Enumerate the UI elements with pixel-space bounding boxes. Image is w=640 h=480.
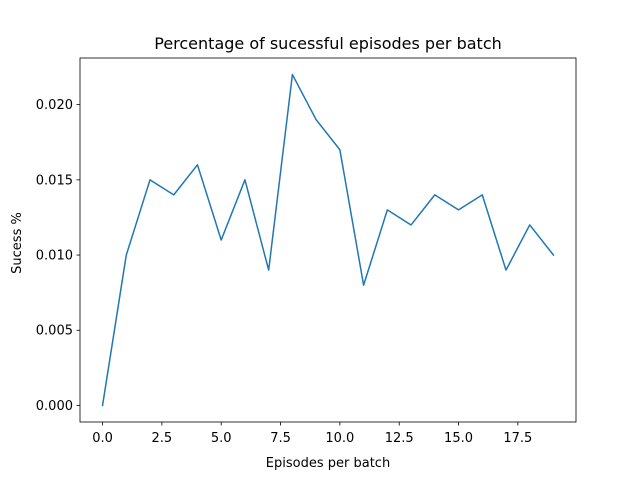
- y-tick-label: 0.015: [36, 173, 73, 188]
- x-tick-label: 5.0: [211, 431, 232, 446]
- y-tick-label: 0.005: [36, 324, 73, 339]
- series-line-0: [101, 73, 555, 407]
- y-axis-label: Sucess %: [10, 212, 25, 274]
- y-tick-label: 0.000: [36, 399, 73, 414]
- plot-area: 0.0 2.5 5.0 7.5 10.0 12.5 15.0 17.5 0.000 0.005 0.…: [36, 57, 577, 446]
- x-tick-label: 15.0: [444, 431, 473, 446]
- x-tick-label: 10.0: [325, 431, 354, 446]
- x-tick-label: 0.0: [92, 431, 113, 446]
- y-tick-label: 0.010: [36, 249, 73, 264]
- x-axis-label: Episodes per batch: [266, 456, 390, 471]
- x-tick-label: 12.5: [385, 431, 414, 446]
- y-tick-label: 0.020: [36, 98, 73, 113]
- x-tick-label: 17.5: [503, 431, 532, 446]
- chart-title: Percentage of sucessful episodes per bat…: [154, 34, 502, 53]
- axes-frame: [79, 57, 577, 423]
- x-tick-label: 2.5: [152, 431, 173, 446]
- x-tick-label: 7.5: [270, 431, 291, 446]
